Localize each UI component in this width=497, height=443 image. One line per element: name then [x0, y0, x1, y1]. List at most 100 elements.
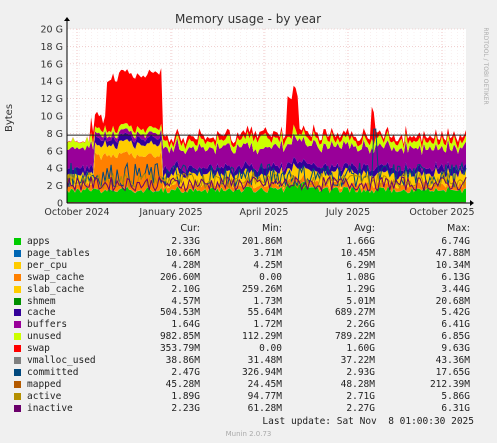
- area-swap-cache: [67, 151, 466, 194]
- legend-value-min: 61.28M: [247, 402, 282, 414]
- legend-value-avg: 5.01M: [346, 295, 375, 307]
- legend-swatch: [14, 273, 21, 281]
- legend-value-max: 10.34M: [435, 259, 470, 271]
- legend-row: page_tables 10.66M 3.71M 10.45M 47.88M: [0, 248, 497, 260]
- legend-value-max: 43.36M: [435, 355, 470, 366]
- legend-value-avg: 6.29M: [346, 259, 375, 271]
- legend-value-max: 3.44G: [441, 283, 470, 295]
- legend-row: committed 2.47G 326.94M 2.93G 17.65G: [0, 367, 497, 379]
- legend-value-cur: 4.28M: [171, 259, 200, 271]
- x-axis-arrow: [470, 200, 474, 206]
- legend-value-cur: 45.28M: [165, 378, 200, 390]
- legend-value-cur: 2.23G: [171, 402, 200, 414]
- legend-value-min: 24.45M: [247, 378, 282, 390]
- legend-value-cur: 1.64G: [171, 319, 200, 331]
- legend-value-min: 326.94M: [241, 366, 282, 378]
- legend-value-cur: 4.57M: [171, 295, 200, 307]
- x-tick-label: October 2025: [409, 207, 474, 218]
- legend-swatch: [14, 321, 21, 329]
- legend-value-min: 259.26M: [241, 283, 282, 295]
- legend-swatch: [14, 333, 21, 341]
- legend-value-avg: 2.26G: [346, 319, 375, 331]
- legend-value-max: 6.41G: [441, 319, 470, 331]
- y-tick-label: 6 G: [47, 146, 63, 157]
- legend-header-min: Min:: [261, 223, 282, 234]
- legend-value-min: 55.64M: [247, 307, 282, 319]
- x-tick-labels: October 2024 January 2025 April 2025 July 2…: [44, 207, 474, 218]
- chart-title: Memory usage - by year: [175, 12, 321, 26]
- area-swap: [67, 68, 466, 150]
- legend-header-cur: Cur:: [180, 223, 200, 234]
- legend-name: slab_cache: [27, 283, 85, 295]
- legend-value-max: 6.74G: [441, 236, 470, 247]
- y-tick-label: 8 G: [47, 129, 63, 140]
- legend-row: unused 982.85M 112.29M 789.22M 6.85G: [0, 331, 497, 343]
- legend-name: inactive: [27, 402, 73, 414]
- x-tick-label: April 2025: [240, 207, 289, 218]
- y-tick-label: 2 G: [47, 181, 63, 192]
- y-tick-label: 14 G: [41, 77, 63, 88]
- legend-swatch: [14, 309, 21, 317]
- legend-name: apps: [27, 236, 50, 247]
- legend-name: swap: [27, 343, 50, 355]
- legend-name: active: [27, 390, 62, 402]
- legend-value-cur: 2.10G: [171, 283, 200, 295]
- legend-value-avg: 689.27M: [334, 307, 375, 319]
- legend-value-min: 94.77M: [247, 390, 282, 402]
- legend-row: inactive 2.23G 61.28M 2.27G 6.31G: [0, 403, 497, 415]
- legend-value-max: 20.68M: [435, 295, 470, 307]
- legend-value-avg: 2.27G: [346, 402, 375, 414]
- legend-value-avg: 2.93G: [346, 366, 375, 378]
- legend-value-cur: 38.86M: [165, 355, 200, 366]
- legend-swatch: [14, 249, 21, 257]
- y-tick-label: 0: [57, 199, 63, 210]
- footer: Munin 2.0.73: [225, 430, 272, 438]
- legend-name: per_cpu: [27, 259, 68, 271]
- legend-value-cur: 2.33G: [171, 236, 200, 247]
- legend-value-avg: 1.60G: [346, 343, 375, 355]
- y-tick-label: 20 G: [41, 25, 63, 36]
- y-tick-label: 16 G: [41, 59, 63, 70]
- legend-value-max: 5.86G: [441, 390, 470, 402]
- legend-value-cur: 10.66M: [165, 247, 200, 259]
- legend-value-avg: 48.28M: [340, 378, 375, 390]
- y-tick-label: 18 G: [41, 42, 63, 53]
- y-axis-arrow: [64, 17, 70, 21]
- legend-header-avg: Avg:: [354, 223, 375, 234]
- legend-value-min: 0.00: [259, 343, 282, 355]
- legend-header-max: Max:: [447, 223, 470, 234]
- x-tick-label: October 2024: [44, 207, 109, 218]
- legend-name: shmem: [27, 295, 56, 307]
- legend-value-avg: 1.08G: [346, 271, 375, 283]
- area-buffers: [67, 128, 466, 174]
- legend-name: unused: [27, 331, 62, 343]
- legend-value-min: 3.71M: [253, 247, 282, 259]
- legend-value-cur: 353.79M: [159, 343, 200, 355]
- legend-value-avg: 789.22M: [334, 331, 375, 343]
- legend-value-max: 212.39M: [429, 378, 470, 390]
- y-tick-label: 12 G: [41, 94, 63, 105]
- area-apps: [67, 181, 466, 203]
- legend-name: cache: [27, 307, 56, 319]
- legend-value-max: 6.31G: [441, 402, 470, 414]
- line-inactive: [66, 175, 467, 193]
- legend-value-avg: 1.66G: [346, 236, 375, 247]
- legend-value-cur: 982.85M: [159, 331, 200, 343]
- legend-value-max: 47.88M: [435, 247, 470, 259]
- y-tick-label: 4 G: [47, 164, 63, 175]
- legend-row: shmem 4.57M 1.73M 5.01M 20.68M: [0, 296, 497, 308]
- legend-value-max: 17.65G: [435, 366, 470, 378]
- y-tick-label: 10 G: [41, 112, 63, 123]
- legend-value-cur: 1.89G: [171, 390, 200, 402]
- rrdtool-credit: RRDTOOL / TOBI OETIKER: [482, 27, 489, 104]
- legend-row: vmalloc_used 38.86M 31.48M 37.22M 43.36M: [0, 355, 497, 367]
- legend-row: slab_cache 2.10G 259.26M 1.29G 3.44G: [0, 284, 497, 296]
- legend-value-cur: 206.60M: [159, 271, 200, 283]
- legend-swatch: [14, 404, 21, 412]
- legend-name: swap_cache: [27, 271, 85, 283]
- x-tick-label: July 2025: [325, 207, 370, 218]
- last-update: Last update: Sat Nov 8 01:00:30 2025: [262, 416, 474, 427]
- legend-swatch: [14, 261, 21, 269]
- legend-value-avg: 2.71G: [346, 390, 375, 402]
